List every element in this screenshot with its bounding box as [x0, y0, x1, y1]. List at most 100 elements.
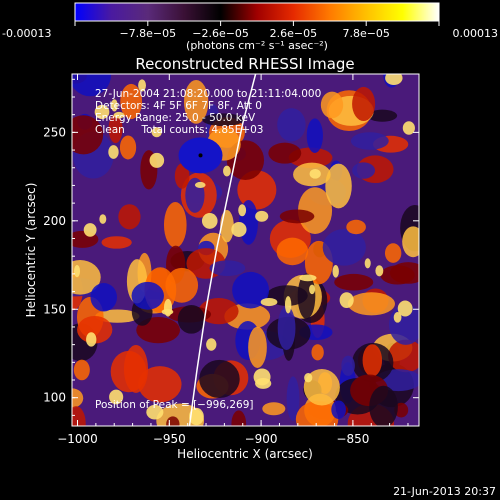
- colorbar-tick-label: 2.6e−05: [270, 27, 317, 40]
- colorbar-tick-label: 7.8e−05: [342, 27, 389, 40]
- intensity-hotspot: [397, 300, 413, 317]
- x-axis-label: Heliocentric X (arcsec): [177, 447, 313, 461]
- intensity-blob: [163, 201, 187, 248]
- intensity-blob: [118, 204, 141, 230]
- plot-frame: [71, 73, 420, 427]
- intensity-hotspot: [223, 165, 231, 177]
- peak-marker: [198, 153, 203, 158]
- plot-area: −1000 −950 −900 −850 100 150 200 250 27-Jun-20…: [43, 73, 420, 446]
- intensity-blob: [72, 406, 86, 426]
- intensity-blob: [352, 162, 376, 179]
- intensity-blob: [174, 163, 190, 189]
- solar-limb-curve: [188, 74, 257, 426]
- intensity-hotspot: [109, 389, 124, 405]
- intensity-map: [72, 74, 419, 426]
- intensity-blob: [101, 236, 132, 249]
- intensity-blob: [388, 339, 419, 373]
- intensity-blob: [72, 74, 112, 97]
- intensity-hotspot: [113, 111, 125, 119]
- colorbar-unit-label: (photons cm⁻² s⁻¹ asec⁻²): [186, 39, 328, 52]
- intensity-blob: [279, 209, 315, 224]
- annotation-block: 27-Jun-2004 21:08:20.000 to 21:11:04.000…: [95, 88, 321, 136]
- intensity-blob: [73, 359, 90, 381]
- intensity-blob: [331, 400, 346, 419]
- intensity-hotspot: [151, 127, 162, 138]
- colorbar-tick-label: 0.00013: [453, 27, 499, 40]
- intensity-blob: [346, 219, 366, 235]
- intensity-hotspot: [74, 265, 81, 278]
- intensity-hotspot: [253, 368, 271, 386]
- intensity-hotspot: [201, 212, 218, 229]
- intensity-hotspot: [149, 152, 165, 168]
- intensity-blob: [232, 271, 270, 309]
- colorbar: -0.00013 −7.8e−05 −2.6e−05 2.6e−05 7.8e−05 0.…: [2, 2, 498, 52]
- intensity-hotspot: [83, 223, 97, 237]
- intensity-blob: [286, 376, 300, 421]
- intensity-blob: [320, 91, 344, 119]
- intensity-blob: [237, 170, 277, 210]
- intensity-blob: [202, 113, 245, 127]
- intensity-hotspot: [206, 338, 217, 351]
- intensity-hotspot: [332, 265, 339, 278]
- x-axis-ticks: −1000 −950 −900 −850: [57, 74, 409, 446]
- intensity-blob: [131, 281, 164, 310]
- colorbar-strip: [74, 2, 440, 22]
- intensity-blob: [322, 228, 366, 266]
- intensity-hotspot: [284, 296, 292, 314]
- intensity-blob: [138, 366, 182, 403]
- intensity-hotspot: [86, 332, 97, 347]
- colorbar-ticks: -0.00013 −7.8e−05 −2.6e−05 2.6e−05 7.8e−05 0.…: [2, 21, 498, 40]
- intensity-blob: [380, 265, 415, 285]
- intensity-blob: [183, 79, 209, 124]
- y-tick-label: 100: [43, 391, 66, 405]
- intensity-blob: [268, 142, 302, 164]
- intensity-blob: [220, 210, 234, 243]
- y-tick-label: 250: [43, 125, 66, 139]
- intensity-blob: [119, 135, 137, 160]
- intensity-blob: [248, 326, 267, 368]
- intensity-blob: [277, 306, 296, 351]
- intensity-blob: [347, 292, 395, 316]
- annotation-energy-range: Energy Range: 25.0 - 50.0 keV: [95, 112, 256, 124]
- intensity-blob: [297, 273, 316, 320]
- intensity-hotspot: [393, 312, 402, 323]
- intensity-hotspot: [309, 168, 321, 179]
- intensity-blob: [177, 304, 205, 334]
- intensity-hotspot: [299, 274, 317, 282]
- colorbar-tick-label: −7.8e−05: [119, 27, 176, 40]
- intensity-blob: [277, 108, 306, 142]
- intensity-blob: [297, 187, 333, 234]
- intensity-hotspot: [364, 258, 371, 269]
- intensity-hotspot: [402, 121, 415, 135]
- x-tick-label: −950: [153, 432, 186, 446]
- intensity-blob: [209, 260, 246, 276]
- intensity-blob: [334, 273, 374, 291]
- intensity-blob: [362, 344, 383, 377]
- intensity-hotspot: [108, 145, 119, 159]
- intensity-blob: [369, 385, 398, 426]
- intensity-hotspot: [188, 407, 204, 426]
- intensity-hotspot: [231, 222, 247, 237]
- intensity-blob: [367, 109, 398, 122]
- intensity-blob: [120, 83, 143, 120]
- intensity-blob: [306, 118, 323, 153]
- intensity-blob: [262, 402, 286, 416]
- colorbar-tick-label: -0.00013: [2, 27, 51, 40]
- x-tick-label: −1000: [57, 432, 98, 446]
- intensity-blob: [90, 283, 117, 312]
- intensity-blob: [352, 86, 376, 122]
- intensity-blob: [325, 163, 352, 209]
- intensity-blob: [341, 355, 355, 376]
- intensity-hotspot: [163, 299, 173, 317]
- intensity-hotspot: [339, 292, 354, 309]
- footer-date: 21-Jun-2013 20:37: [393, 485, 496, 498]
- intensity-blob: [402, 226, 419, 258]
- y-axis-ticks: 100 150 200 250: [43, 78, 419, 416]
- intensity-blob: [123, 345, 149, 393]
- x-tick-label: −850: [336, 432, 369, 446]
- intensity-blob: [303, 368, 340, 406]
- intensity-hotspot: [375, 265, 384, 277]
- chart-title: Reconstructed RHESSI Image: [135, 55, 354, 73]
- annotation-detectors: Detectors: 4F 5F 6F 7F 8F, Att 0: [95, 100, 262, 112]
- intensity-hotspot: [99, 214, 107, 224]
